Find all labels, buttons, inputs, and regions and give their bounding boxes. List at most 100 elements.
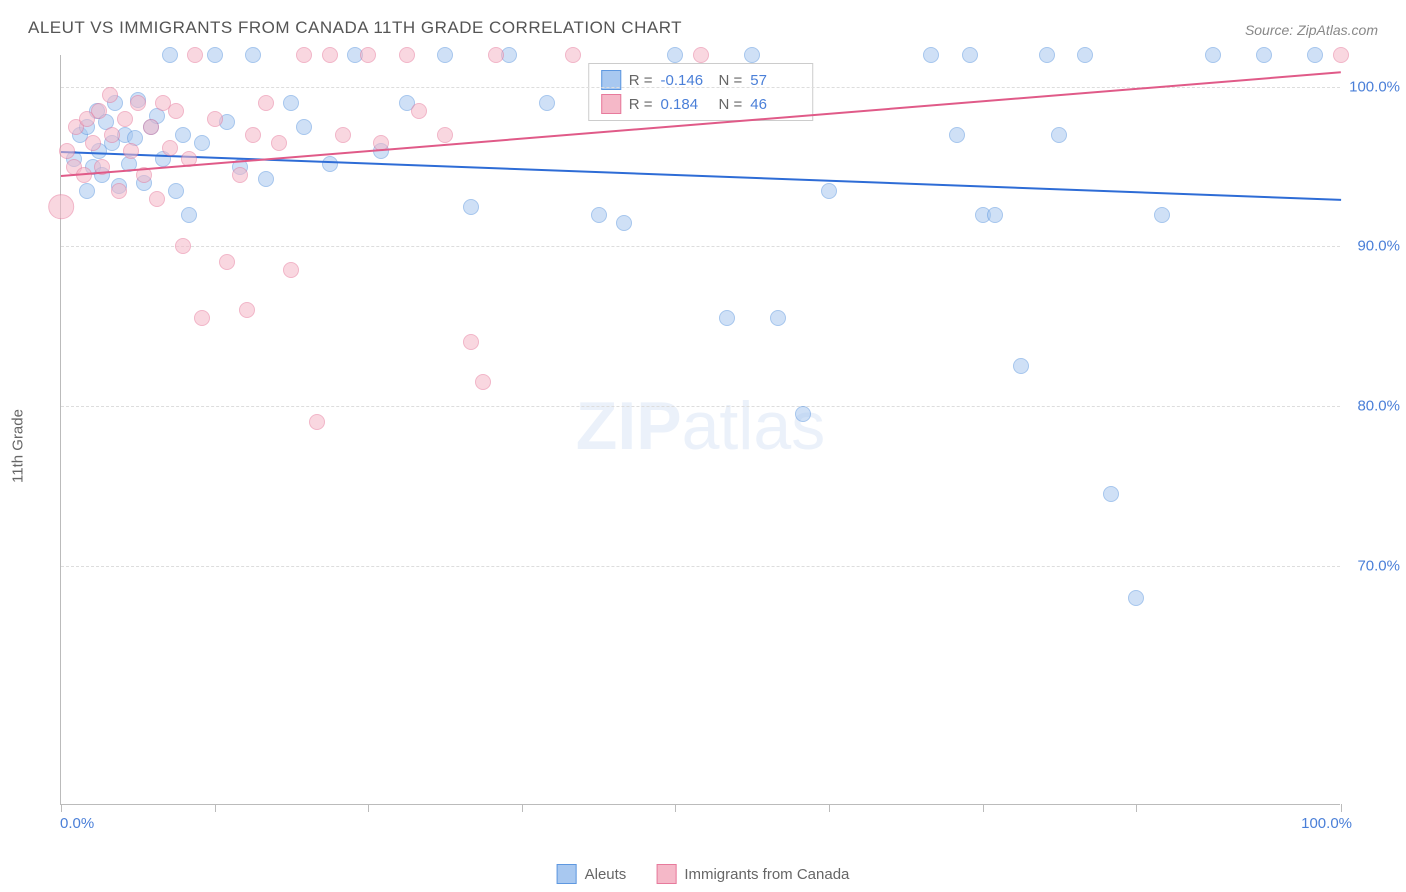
chart-title: ALEUT VS IMMIGRANTS FROM CANADA 11TH GRA… [28,18,682,38]
x-max-label: 100.0% [1301,815,1352,832]
data-point [1013,358,1029,374]
source-credit: Source: ZipAtlas.com [1245,22,1378,38]
legend-swatch [557,864,577,884]
data-point [1154,207,1170,223]
legend-item: Aleuts [557,864,627,884]
data-point [437,127,453,143]
data-point [821,183,837,199]
data-point [565,47,581,63]
data-point [130,95,146,111]
data-point [149,191,165,207]
data-point [1051,127,1067,143]
data-point [296,47,312,63]
plot-area: ZIPatlas R = -0.146N = 57R = 0.184N = 46… [60,55,1340,805]
data-point [322,156,338,172]
y-tick-label: 90.0% [1357,238,1400,255]
series-legend: Aleuts Immigrants from Canada [557,864,850,884]
trend-line [61,151,1341,201]
data-point [309,414,325,430]
data-point [162,47,178,63]
data-point [258,171,274,187]
data-point [475,374,491,390]
data-point [1128,590,1144,606]
data-point [1307,47,1323,63]
data-point [296,119,312,135]
stats-swatch [601,94,621,114]
data-point [123,143,139,159]
watermark: ZIPatlas [576,387,825,465]
data-point [194,310,210,326]
data-point [1077,47,1093,63]
data-point [667,47,683,63]
data-point [770,310,786,326]
stats-n-value: 46 [750,96,800,113]
data-point [322,47,338,63]
data-point [1039,47,1055,63]
data-point [207,47,223,63]
x-tick [368,804,369,812]
data-point [181,207,197,223]
data-point [335,127,351,143]
data-point [143,119,159,135]
data-point [463,334,479,350]
data-point [271,135,287,151]
data-point [795,406,811,422]
data-point [463,199,479,215]
x-tick [1341,804,1342,812]
data-point [1103,486,1119,502]
data-point [59,143,75,159]
data-point [1256,47,1272,63]
data-point [48,194,74,220]
watermark-atlas: atlas [682,388,826,464]
data-point [162,140,178,156]
x-tick [522,804,523,812]
x-tick [983,804,984,812]
data-point [437,47,453,63]
stats-row: R = 0.184N = 46 [601,92,801,116]
data-point [102,87,118,103]
x-tick [215,804,216,812]
data-point [175,127,191,143]
legend-label: Immigrants from Canada [684,866,849,883]
data-point [744,47,760,63]
data-point [719,310,735,326]
data-point [187,47,203,63]
data-point [175,238,191,254]
y-tick-label: 80.0% [1357,398,1400,415]
data-point [111,183,127,199]
data-point [258,95,274,111]
data-point [232,167,248,183]
y-tick-label: 70.0% [1357,557,1400,574]
data-point [104,127,120,143]
x-tick [829,804,830,812]
watermark-zip: ZIP [576,388,682,464]
legend-item: Immigrants from Canada [656,864,849,884]
gridline [61,246,1340,247]
data-point [245,47,261,63]
y-axis-label: 11th Grade [10,409,27,483]
gridline [61,566,1340,567]
data-point [1205,47,1221,63]
data-point [539,95,555,111]
data-point [488,47,504,63]
x-min-label: 0.0% [60,815,94,832]
data-point [923,47,939,63]
data-point [117,111,133,127]
data-point [693,47,709,63]
data-point [949,127,965,143]
legend-label: Aleuts [585,866,627,883]
x-tick [1136,804,1137,812]
stats-r-label: R = [629,96,653,113]
data-point [399,47,415,63]
gridline [61,406,1340,407]
data-point [207,111,223,127]
data-point [239,302,255,318]
data-point [591,207,607,223]
data-point [283,95,299,111]
stats-r-value: 0.184 [661,96,711,113]
data-point [1333,47,1349,63]
stats-box: R = -0.146N = 57R = 0.184N = 46 [588,63,814,121]
data-point [411,103,427,119]
data-point [85,135,101,151]
data-point [91,103,107,119]
